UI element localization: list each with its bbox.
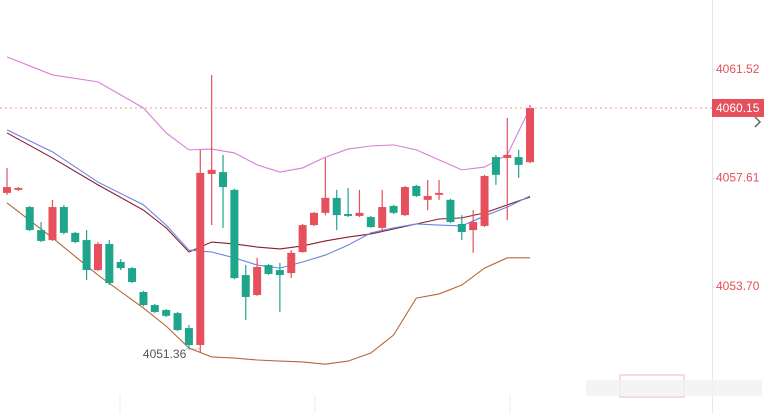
candle-body [184,328,193,345]
candle-body [435,192,444,195]
candle-body [526,107,535,163]
candle-body [207,169,216,175]
low-marker-label: 4051.36 [143,347,187,361]
candle-body [59,207,68,233]
candle-body [116,262,125,269]
candle-body [139,291,148,306]
y-tick-label: 4061.52 [716,62,760,76]
candle-body [400,187,409,216]
candle-body [37,230,46,241]
candle-body [423,195,432,200]
candle-body [332,197,341,216]
candle-body [93,243,102,271]
candle-body [173,313,182,331]
watermark [586,380,762,396]
band-line [6,132,531,253]
candle-body [25,207,34,231]
candle-body [219,172,228,188]
candle-body [366,217,375,228]
last-price-box [712,98,764,117]
candle-body [309,212,318,226]
candle-body [82,240,91,271]
candle-body [514,157,523,165]
candle-body [503,154,512,158]
candle-body [241,275,250,297]
band-line [6,129,531,269]
candle-body [412,185,421,196]
candle-body [275,270,284,276]
candle-body [491,157,500,175]
candle-body [355,212,364,216]
candle-body [264,265,273,274]
candle-body [287,252,296,274]
candle-body [14,187,23,190]
scroll-arrow[interactable] [754,116,762,128]
candle-body [480,175,489,226]
candle-body [253,267,262,296]
candle-body [230,189,239,279]
candle-body [446,199,455,223]
candle-body [378,207,387,228]
candle-body [196,172,205,345]
candle-body [344,213,353,216]
candle-body [128,268,137,282]
candle-body [150,305,159,312]
candle-body [298,225,307,253]
y-tick-label: 4053.70 [716,279,760,293]
candle-body [389,205,398,213]
candle-body [321,197,330,213]
band-line [6,202,531,365]
candle-body [3,187,11,193]
candle-body [48,207,57,241]
last-price-label: 4060.15 [716,101,760,115]
candle-body [469,222,478,231]
y-tick-label: 4057.61 [716,171,760,185]
band-line [6,56,531,173]
candle-body [71,232,80,243]
candle-body [162,310,171,316]
candle-body [457,223,466,233]
candle-body [105,243,114,284]
